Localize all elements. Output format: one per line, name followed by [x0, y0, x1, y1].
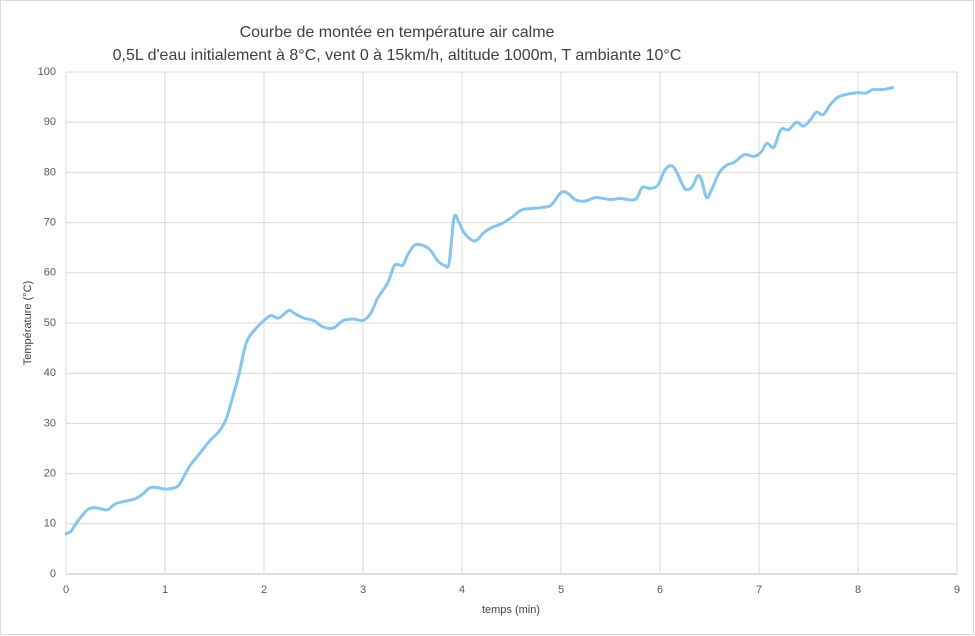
y-axis-label: Température (°C) [22, 281, 34, 365]
x-tick-label: 0 [63, 584, 69, 596]
x-tick-label: 8 [855, 584, 861, 596]
y-tick-label: 40 [44, 367, 56, 379]
y-tick-label: 10 [44, 518, 56, 530]
data-line [64, 86, 895, 536]
y-tick-label: 0 [50, 568, 56, 580]
x-axis-label: temps (min) [482, 604, 540, 616]
y-tick-label: 80 [44, 166, 56, 178]
x-tick-label: 1 [162, 584, 168, 596]
x-tick-label: 7 [756, 584, 762, 596]
chart-title: Courbe de montée en température air calm… [240, 24, 555, 41]
x-tick-label: 5 [558, 584, 564, 596]
x-tick-label: 4 [459, 584, 465, 596]
y-tick-label: 100 [38, 66, 56, 78]
x-tick-label: 6 [657, 584, 663, 596]
x-tick-label: 2 [261, 584, 267, 596]
y-tick-label: 20 [44, 468, 56, 480]
x-tick-label: 3 [360, 584, 366, 596]
y-tick-label: 70 [44, 217, 56, 229]
y-tick-label: 50 [44, 317, 56, 329]
chart-subtitle: 0,5L d'eau initialement à 8°C, vent 0 à … [113, 47, 682, 64]
x-tick-label: 9 [954, 584, 960, 596]
y-tick-label: 60 [44, 267, 56, 279]
y-tick-label: 30 [44, 417, 56, 429]
y-tick-label: 90 [44, 116, 56, 128]
